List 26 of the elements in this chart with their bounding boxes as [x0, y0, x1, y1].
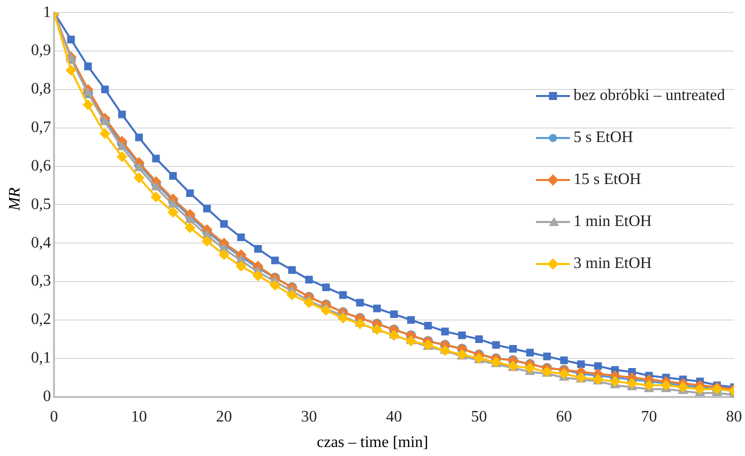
- y-axis-title: MR: [6, 187, 25, 211]
- legend-label: bez obróbki – untreated: [574, 87, 725, 105]
- x-tick-label: 20: [216, 408, 232, 426]
- legend-label: 3 min EtOH: [574, 255, 652, 273]
- legend-label: 5 s EtOH: [574, 129, 634, 147]
- x-tick-label: 30: [301, 408, 317, 426]
- x-tick-label: 10: [131, 408, 147, 426]
- y-tick-label: 0,6: [31, 157, 51, 174]
- legend-label: 15 s EtOH: [574, 171, 642, 189]
- x-tick-label: 80: [726, 408, 742, 426]
- y-tick-label: 0,9: [31, 42, 51, 60]
- x-tick-label: 50: [471, 408, 487, 426]
- y-tick-label: 0,5: [31, 196, 51, 213]
- y-tick-label: 0,7: [31, 119, 51, 136]
- y-tick-label: 0,2: [31, 311, 51, 328]
- y-tick-label: 0,8: [31, 80, 51, 98]
- y-tick-label: 0,4: [31, 234, 51, 252]
- x-tick-label: 70: [641, 408, 657, 426]
- y-tick-label: 0: [43, 388, 51, 406]
- y-tick-label: 0,3: [31, 272, 51, 290]
- y-tick-label: 1: [43, 4, 51, 21]
- x-axis-title: czas – time [min]: [316, 434, 430, 452]
- x-tick-label: 60: [556, 408, 572, 426]
- x-tick-label: 40: [386, 408, 402, 426]
- y-tick-label: 0,1: [31, 350, 51, 367]
- legend-label: 1 min EtOH: [574, 213, 652, 231]
